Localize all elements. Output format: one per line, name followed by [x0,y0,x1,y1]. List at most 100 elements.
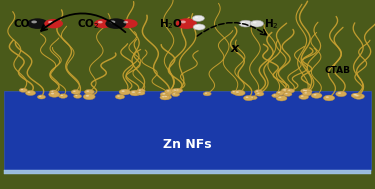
Circle shape [26,90,36,95]
Circle shape [21,89,23,90]
Circle shape [27,91,30,93]
Circle shape [250,96,257,100]
Circle shape [338,92,341,94]
Circle shape [86,95,89,97]
Circle shape [27,18,48,29]
Text: CTAB: CTAB [324,66,350,75]
Circle shape [175,89,183,93]
Circle shape [50,90,58,94]
Circle shape [278,97,281,98]
Circle shape [256,91,258,92]
Circle shape [285,93,288,94]
Circle shape [19,88,27,92]
Circle shape [231,90,239,94]
Text: CO$_2$: CO$_2$ [77,17,99,31]
Circle shape [160,95,170,100]
Circle shape [284,92,292,96]
Circle shape [123,21,128,23]
Circle shape [356,95,358,96]
Circle shape [167,90,170,91]
Circle shape [119,89,130,95]
Circle shape [110,20,116,23]
Circle shape [251,97,254,98]
Text: x: x [230,42,238,55]
Circle shape [326,96,329,98]
Circle shape [323,95,335,101]
Circle shape [353,94,356,95]
Circle shape [272,94,279,98]
Circle shape [165,89,174,94]
Text: CO: CO [13,19,30,29]
Circle shape [60,95,63,96]
Text: H$_2$: H$_2$ [264,17,279,31]
Circle shape [203,92,211,96]
Circle shape [37,95,45,99]
Circle shape [232,91,235,92]
Circle shape [162,96,165,97]
Circle shape [105,18,126,29]
Circle shape [138,90,141,91]
Circle shape [195,17,198,18]
Circle shape [122,90,124,92]
Circle shape [336,91,346,97]
Circle shape [278,92,280,93]
Circle shape [180,20,186,23]
Circle shape [98,21,103,23]
Polygon shape [4,91,371,170]
Circle shape [243,95,254,101]
Circle shape [174,89,177,91]
Circle shape [94,19,112,28]
Circle shape [115,94,125,99]
Circle shape [83,94,95,100]
Circle shape [246,97,249,98]
Circle shape [254,90,263,94]
Circle shape [39,96,41,97]
Circle shape [273,94,276,96]
Circle shape [353,94,364,99]
Circle shape [71,90,80,94]
Circle shape [257,93,259,94]
Circle shape [288,90,290,91]
Circle shape [352,93,362,98]
Circle shape [160,92,171,97]
Circle shape [48,21,53,23]
Circle shape [286,89,294,93]
Circle shape [51,91,54,92]
Circle shape [163,95,171,99]
Circle shape [173,93,176,94]
Circle shape [58,94,68,98]
Circle shape [171,92,180,96]
Text: Zn NFs: Zn NFs [163,138,212,151]
Circle shape [177,89,178,91]
Text: H$_2$O: H$_2$O [159,17,183,31]
Circle shape [276,91,285,95]
Circle shape [176,18,197,29]
Circle shape [301,89,310,94]
Circle shape [192,15,204,21]
Circle shape [75,95,78,96]
Circle shape [138,92,141,93]
Circle shape [162,93,165,94]
Circle shape [129,90,141,96]
Circle shape [51,93,54,94]
Circle shape [299,94,309,99]
Circle shape [239,20,252,27]
Circle shape [276,95,287,101]
Circle shape [255,92,264,96]
Circle shape [281,88,291,93]
Circle shape [351,93,360,98]
Circle shape [303,89,312,94]
Circle shape [86,91,89,92]
Circle shape [137,89,145,93]
Circle shape [74,94,81,98]
Circle shape [44,19,63,28]
Circle shape [132,91,135,93]
Circle shape [303,91,312,96]
Circle shape [253,22,257,23]
Circle shape [205,93,207,94]
Circle shape [304,92,307,94]
Circle shape [304,90,307,91]
Circle shape [234,90,245,96]
Circle shape [120,19,138,28]
Circle shape [354,94,357,95]
